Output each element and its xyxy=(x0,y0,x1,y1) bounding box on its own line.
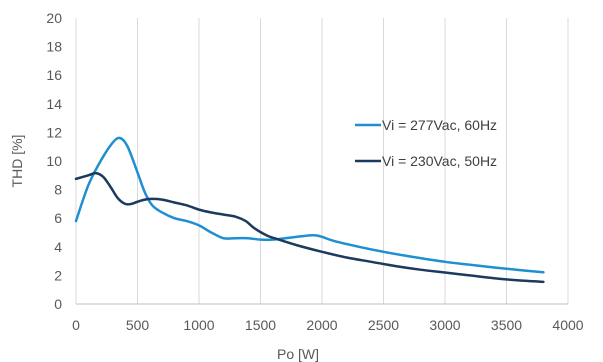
x-tick-label: 1500 xyxy=(245,317,276,333)
tick-labels: 0 500 1000 1500 2000 2500 3000 3500 4000 0 2 4 6 8 10 1… xyxy=(46,10,583,333)
series-line-1 xyxy=(74,136,545,274)
y-tick-label: 10 xyxy=(46,153,62,169)
y-tick-label: 4 xyxy=(54,239,62,255)
y-tick-label: 18 xyxy=(46,39,62,55)
series-line-2 xyxy=(74,171,545,284)
legend-label-1: Vi = 277Vac, 60Hz xyxy=(382,117,497,133)
axes xyxy=(75,18,568,305)
x-tick-label: 3500 xyxy=(491,317,522,333)
series-lines xyxy=(74,136,545,284)
x-tick-label: 1000 xyxy=(183,317,214,333)
legend: Vi = 277Vac, 60Hz Vi = 230Vac, 50Hz xyxy=(355,117,497,169)
y-tick-label: 12 xyxy=(46,124,62,140)
y-tick-label: 16 xyxy=(46,67,62,83)
y-tick-label: 8 xyxy=(54,182,62,198)
gridlines xyxy=(137,18,569,304)
legend-label-2: Vi = 230Vac, 50Hz xyxy=(382,153,497,169)
y-axis-title: THD [%] xyxy=(9,135,25,188)
x-axis-title: Po [W] xyxy=(277,346,319,362)
x-tick-label: 4000 xyxy=(552,317,583,333)
x-tick-label: 2500 xyxy=(368,317,399,333)
x-tick-label: 3000 xyxy=(429,317,460,333)
x-tick-label: 500 xyxy=(126,317,150,333)
x-tick-label: 0 xyxy=(72,317,80,333)
y-tick-label: 0 xyxy=(54,296,62,312)
y-tick-label: 14 xyxy=(46,96,62,112)
y-tick-label: 2 xyxy=(54,267,62,283)
y-tick-label: 20 xyxy=(46,10,62,26)
x-tick-label: 2000 xyxy=(306,317,337,333)
y-tick-label: 6 xyxy=(54,210,62,226)
